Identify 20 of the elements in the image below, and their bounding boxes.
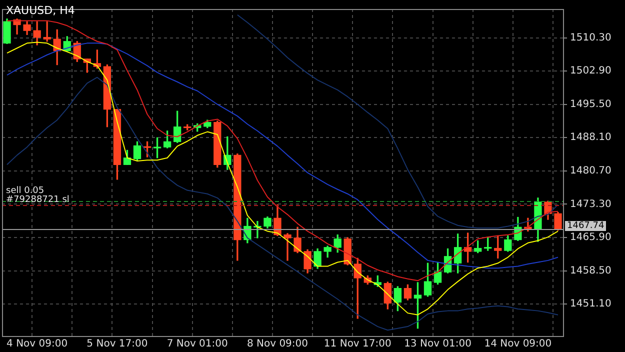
x-tick-label: 8 Nov 09:00 <box>246 338 308 350</box>
y-tick-label: 1502.90 <box>570 66 612 77</box>
y-tick-label: 1488.10 <box>570 132 612 144</box>
x-tick-label: 13 Nov 01:00 <box>404 338 472 350</box>
y-tick-label: 1473.30 <box>570 198 612 210</box>
x-tick-label: 14 Nov 09:00 <box>484 338 552 350</box>
y-tick-label: 1480.70 <box>570 166 612 177</box>
y-tick-label: 1465.90 <box>570 232 612 244</box>
y-tick-label: 1451.10 <box>570 298 612 310</box>
x-tick-label: 5 Nov 17:00 <box>86 338 148 350</box>
y-tick-label: 1495.50 <box>570 98 612 110</box>
y-tick-label: 1458.50 <box>570 265 612 276</box>
x-tick-label: 11 Nov 17:00 <box>324 338 392 350</box>
chart-title: XAUUSD, H4 <box>6 4 75 17</box>
x-tick-label: 7 Nov 01:00 <box>166 338 228 350</box>
ref-line-label: #79288721 sl <box>6 194 70 205</box>
y-tick-label: 1510.30 <box>570 32 612 44</box>
ref-line-label: 1467.74 <box>565 221 606 232</box>
x-tick-label: 4 Nov 09:00 <box>6 338 68 350</box>
ref-line-label: sell 0.05 <box>6 186 44 196</box>
